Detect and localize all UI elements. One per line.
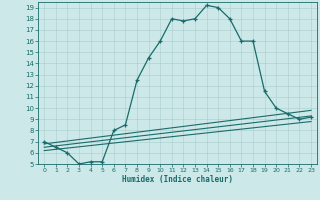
X-axis label: Humidex (Indice chaleur): Humidex (Indice chaleur) (122, 175, 233, 184)
